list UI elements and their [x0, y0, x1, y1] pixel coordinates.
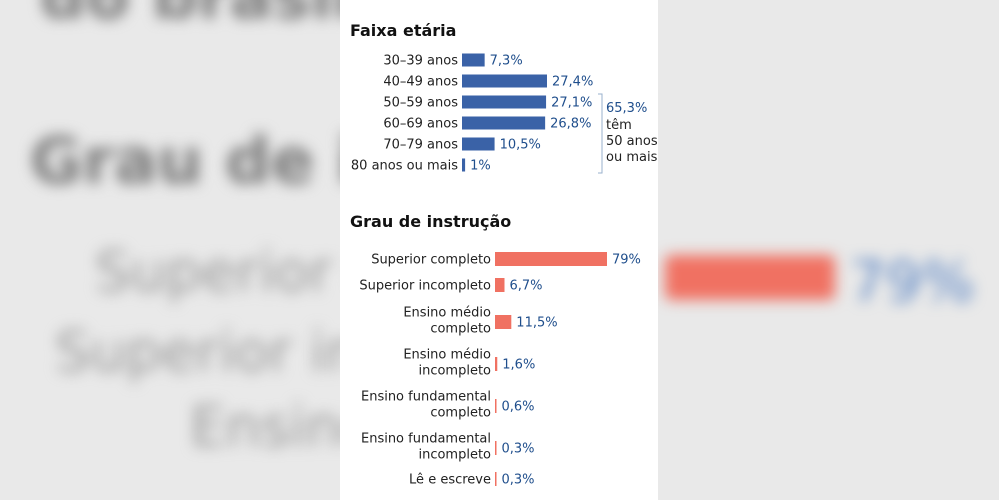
education-category-label: completo [430, 406, 491, 421]
age-annotation-text: 50 anos [606, 134, 658, 149]
age-value-label: 10,5% [500, 138, 541, 153]
education-value-label: 0,6% [502, 400, 535, 415]
education-category-label: completo [430, 322, 491, 337]
education-category-label: Ensino médio [403, 348, 491, 363]
age-category-label: 60–69 anos [383, 117, 458, 132]
age-bar [462, 53, 485, 67]
age-value-label: 27,1% [551, 96, 592, 111]
age-bar [462, 74, 547, 88]
education-category-label: Ensino fundamental [361, 432, 491, 447]
education-bar [495, 315, 512, 329]
age-value-label: 7,3% [490, 54, 523, 69]
education-bar [495, 252, 607, 266]
age-bar [462, 158, 466, 172]
education-bar [495, 399, 497, 413]
age-category-label: 70–79 anos [383, 138, 458, 153]
age-value-label: 27,4% [552, 75, 593, 90]
age-category-label: 50–59 anos [383, 96, 458, 111]
age-bar [462, 137, 495, 151]
education-value-label: 0,3% [502, 442, 535, 457]
education-bar [495, 357, 498, 371]
age-chart-title: Faixa etária [350, 21, 457, 40]
education-category-label: Ensino fundamental [361, 390, 491, 405]
age-value-label: 1% [470, 159, 491, 174]
education-bar [495, 441, 497, 455]
education-value-label: 0,3% [502, 473, 535, 488]
education-category-label: Superior completo [371, 253, 491, 268]
age-category-label: 80 anos ou mais [351, 159, 458, 174]
education-bar [495, 472, 497, 486]
age-category-label: 30–39 anos [383, 54, 458, 69]
age-category-label: 40–49 anos [383, 75, 458, 90]
education-value-label: 6,7% [509, 279, 542, 294]
age-bar [462, 95, 547, 109]
age-annotation-text: têm [606, 118, 632, 133]
education-category-label: incompleto [418, 364, 491, 379]
age-annotation-text: ou mais [606, 150, 658, 165]
education-value-label: 1,6% [502, 358, 535, 373]
age-bracket [598, 93, 603, 174]
education-bar-chart: Superior completo 79% Superior incompleto 6… [359, 252, 641, 488]
education-category-label: Lê e escreve [409, 473, 491, 488]
education-bar [495, 278, 505, 292]
education-category-label: Ensino médio [403, 306, 491, 321]
education-value-label: 79% [612, 253, 641, 268]
infographic-panel: Faixa etária 30–39 anos 7,3% 40–49 anos 27,… [340, 0, 658, 500]
age-bar [462, 116, 546, 130]
age-annotation-value: 65,3% [606, 101, 647, 116]
age-bar-chart: 30–39 anos 7,3% 40–49 anos 27,4% 50–59 anos 2… [351, 53, 658, 174]
age-value-label: 26,8% [550, 117, 591, 132]
education-value-label: 11,5% [516, 316, 557, 331]
education-chart-title: Grau de instrução [350, 212, 512, 231]
education-category-label: incompleto [418, 448, 491, 463]
education-category-label: Superior incompleto [359, 279, 491, 294]
